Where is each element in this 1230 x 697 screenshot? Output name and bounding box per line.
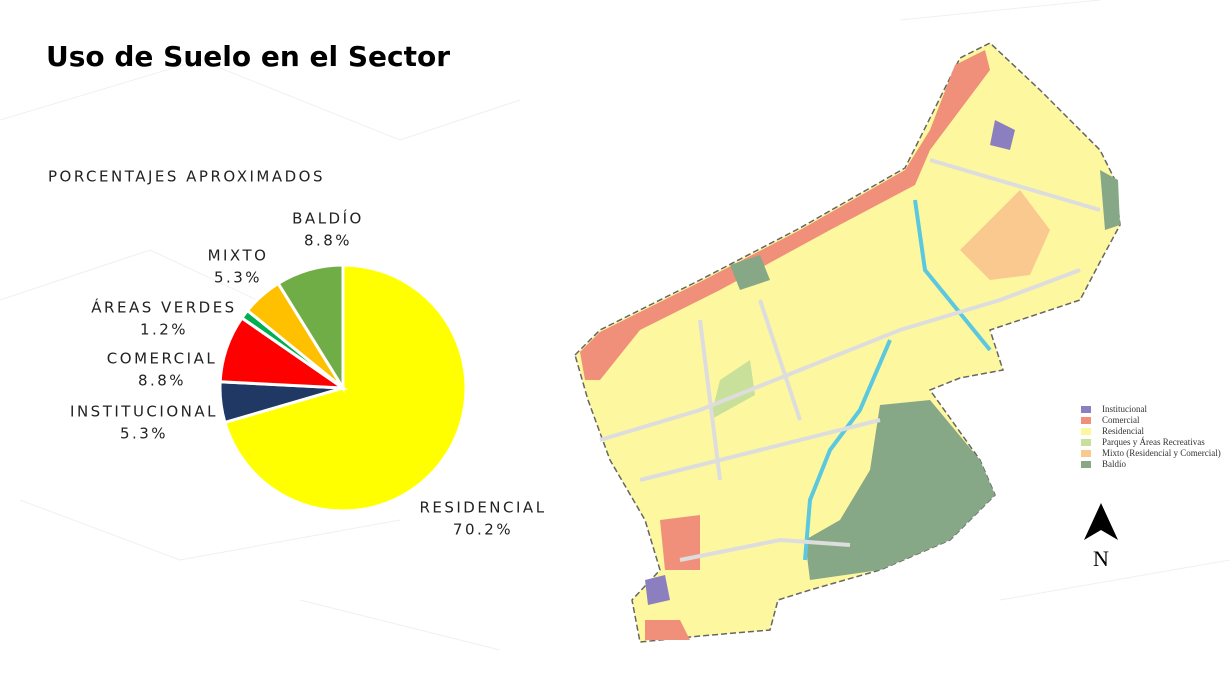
chart-subtitle: PORCENTAJES APROXIMADOS (48, 168, 325, 186)
legend-swatch (1081, 428, 1091, 435)
slice-label: BALDÍO (292, 209, 364, 228)
vacant-block (730, 170, 1120, 290)
slice-value-label: 5.3% (214, 269, 262, 287)
pie: RESIDENCIAL 70.2% INSTITUCIONAL 5.3% COMERCI… (70, 209, 546, 539)
commercial-block (645, 515, 700, 640)
north-label: N (1093, 546, 1109, 571)
slice-label: RESIDENCIAL (419, 499, 546, 517)
chart-title: Uso de Suelo en el Sector (46, 40, 450, 73)
commercial-strip (580, 50, 990, 380)
legend-swatch (1081, 439, 1091, 446)
legend-label: Institucional (1102, 404, 1147, 414)
slice-value-label: 8.8% (138, 372, 186, 390)
legend-swatch (1081, 406, 1091, 413)
slice-label: INSTITUCIONAL (70, 403, 218, 421)
slice-value-label: 70.2% (453, 521, 513, 539)
slice-label: MIXTO (208, 247, 269, 265)
streets (599, 158, 1101, 562)
legend-swatch (1081, 417, 1091, 424)
legend-label: Mixto (Residencial y Comercial) (1102, 448, 1221, 458)
north-arrow (1084, 503, 1118, 540)
map (574, 42, 1121, 643)
slice-value-label: 8.8% (304, 232, 352, 250)
vacant-area (805, 400, 995, 580)
slice-label: COMERCIAL (107, 350, 217, 368)
mixed-area (960, 190, 1050, 280)
legend-swatch (1081, 461, 1091, 468)
legend-label: Residencial (1102, 426, 1144, 436)
slice-value-label: 1.2% (140, 321, 188, 339)
legend-label: Comercial (1102, 415, 1140, 425)
background-lines (0, 0, 1230, 651)
slice-label: ÁREAS VERDES (91, 298, 236, 317)
river (803, 199, 992, 561)
legend-label: Parques y Áreas Recreativas (1102, 437, 1205, 447)
park-area (710, 360, 755, 420)
pie-slice (276, 263, 345, 394)
legend-swatch (1081, 450, 1091, 457)
map-legend: InstitucionalComercialResidencialParques… (1081, 404, 1221, 469)
slice-value-label: 5.3% (120, 425, 168, 443)
legend-label: Baldío (1102, 459, 1126, 469)
